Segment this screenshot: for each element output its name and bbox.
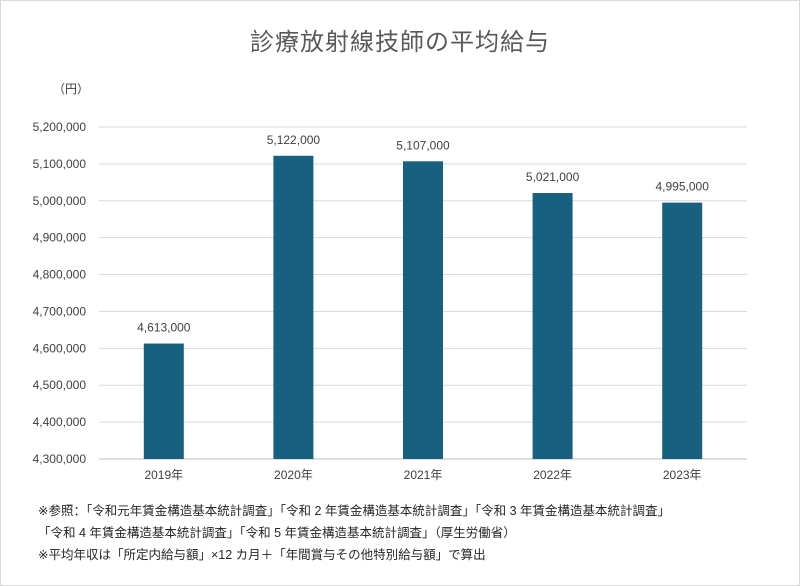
x-tick-label: 2022年 (533, 468, 572, 482)
data-label: 4,613,000 (137, 321, 191, 335)
y-tick-label: 4,400,000 (33, 415, 87, 429)
y-tick-label: 4,700,000 (33, 304, 87, 318)
bar (273, 155, 314, 460)
bar (662, 202, 703, 459)
footnote-line: 「令和 4 年賃金構造基本統計調査」「令和 5 年賃金構造基本統計調査」（厚生労… (38, 526, 516, 540)
data-label: 4,995,000 (656, 180, 710, 194)
bar (403, 161, 443, 459)
footnote-line: ※参照：「令和元年賃金構造基本統計調査」「令和 2 年賃金構造基本統計調査」「令… (38, 504, 671, 518)
footnotes: ※参照：「令和元年賃金構造基本統計調査」「令和 2 年賃金構造基本統計調査」「令… (38, 500, 670, 566)
y-tick-label: 4,600,000 (33, 341, 87, 355)
y-tick-label: 5,000,000 (33, 194, 87, 208)
data-label: 5,107,000 (396, 138, 450, 152)
bar (143, 343, 184, 459)
data-label: 5,122,000 (267, 133, 321, 147)
bar (532, 193, 573, 459)
x-tick-label: 2019年 (144, 468, 183, 482)
y-tick-label: 4,800,000 (33, 268, 87, 282)
y-tick-label: 5,200,000 (33, 120, 87, 134)
y-tick-label: 4,300,000 (33, 452, 87, 466)
chart-title: 診療放射線技師の平均給与 (250, 29, 550, 56)
x-tick-label: 2020年 (274, 468, 313, 482)
y-tick-label: 4,500,000 (33, 378, 87, 392)
x-tick-label: 2021年 (404, 468, 443, 482)
y-tick-label: 5,100,000 (33, 157, 87, 171)
data-label: 5,021,000 (526, 170, 580, 184)
footnote-line: ※平均年収は「所定内給与額」×12 カ月＋「年間賞与その他特別給与額」で算出 (38, 548, 486, 562)
y-tick-label: 4,900,000 (33, 231, 87, 245)
y-axis-unit-label: （円） (53, 82, 90, 96)
x-tick-label: 2023年 (663, 468, 702, 482)
